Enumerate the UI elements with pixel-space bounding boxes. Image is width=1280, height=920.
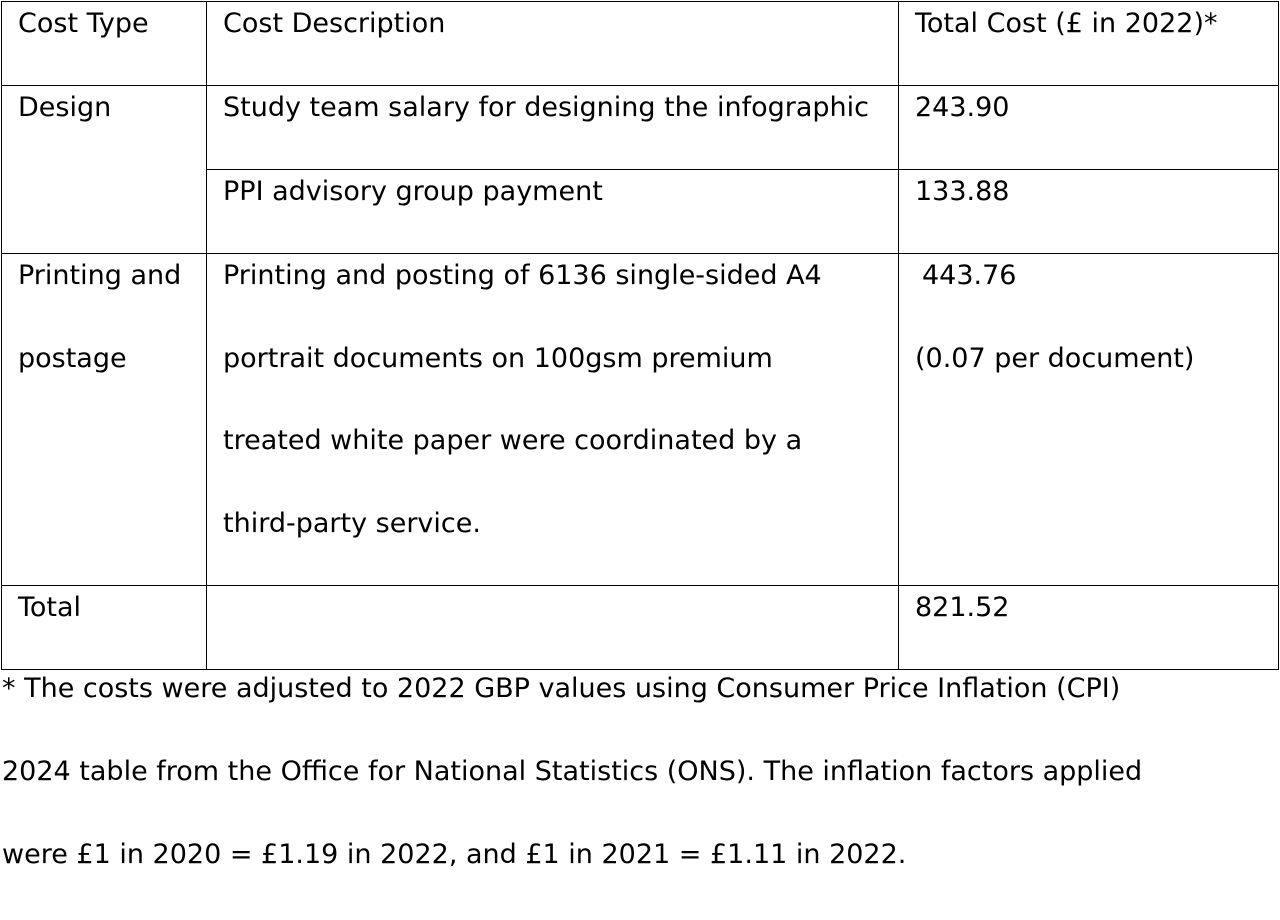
cost-per-document: (0.07 per document): [915, 342, 1195, 374]
description-line: portrait documents on 100gsm premium: [223, 342, 773, 374]
table-header-row: Cost Type Cost Description Total Cost (£…: [1, 1, 1279, 86]
cost-type-line: postage: [18, 342, 127, 374]
cost-type-line: Printing and: [18, 260, 182, 291]
description-line: treated white paper were coordinated by …: [223, 425, 803, 456]
table-row: Design Study team salary for designing t…: [1, 85, 1279, 254]
footnote-line: 2024 table from the Office for National …: [2, 756, 1143, 787]
table-row: PPI advisory group payment 133.88: [2, 169, 1279, 254]
description-line: third-party service.: [223, 507, 481, 539]
total-cost: 821.52: [898, 585, 1279, 670]
cost-description: PPI advisory group payment: [206, 169, 899, 254]
cost-description: Printing and posting of 6136 single-side…: [206, 253, 899, 586]
total-description: [206, 585, 899, 670]
cost-value-line: 443.76: [922, 260, 1017, 291]
header-cost-description: Cost Description: [206, 1, 899, 86]
cost-type-design: Design: [1, 85, 207, 254]
cost-value: 443.76 (0.07 per document): [898, 253, 1279, 586]
cost-table: Cost Type Cost Description Total Cost (£…: [1, 1, 1279, 670]
description-line: Printing and posting of 6136 single-side…: [223, 260, 822, 291]
cost-type-printing: Printing and postage: [1, 253, 207, 586]
table-row: Printing and postage Printing and postin…: [1, 253, 1279, 586]
total-label: Total: [1, 585, 207, 670]
cost-value: 243.90: [898, 85, 1279, 170]
table-total-row: Total 821.52: [1, 585, 1279, 670]
header-cost-type: Cost Type: [1, 1, 207, 86]
footnote-line: were £1 in 2020 = £1.19 in 2022, and £1 …: [2, 839, 907, 870]
cost-description: Study team salary for designing the info…: [206, 85, 899, 170]
header-total-cost: Total Cost (£ in 2022)*: [898, 1, 1279, 86]
cost-value: 133.88: [898, 169, 1279, 254]
footnote: * The costs were adjusted to 2022 GBP va…: [2, 671, 1272, 920]
footnote-line: * The costs were adjusted to 2022 GBP va…: [2, 673, 1121, 704]
